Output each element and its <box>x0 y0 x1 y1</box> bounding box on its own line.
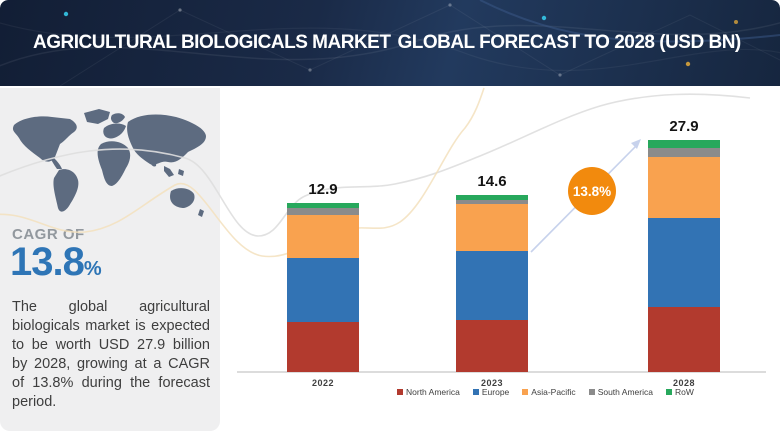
header: AGRICULTURAL BIOLOGICALS MARKET GLOBAL F… <box>0 0 780 86</box>
legend-swatch-row <box>665 389 672 395</box>
legend-label-europe: Europe <box>481 387 510 397</box>
market-summary-text: The global agricultural biologicals mark… <box>12 299 210 410</box>
growth-badge: 13.8% <box>568 167 616 215</box>
bar-chart: North America Europe Asia-Pacific South Ame… <box>220 86 780 438</box>
bar-segment-south-america-2023 <box>456 199 528 204</box>
bar-segment-europe-2023 <box>456 250 528 320</box>
world-map-icon <box>12 109 206 217</box>
cagr-value-group: 13.8% <box>10 240 102 285</box>
bar-segment-north-america-2028 <box>648 307 720 372</box>
legend-label-asia-pacific: Asia-Pacific <box>531 387 576 397</box>
network-pattern-decoration <box>0 0 780 86</box>
legend-swatch-south-america <box>588 389 595 395</box>
legend-item-south-america: South America <box>588 387 653 397</box>
x-axis-label-2022: 2022 <box>311 378 335 388</box>
bar-segment-europe-2022 <box>287 258 359 323</box>
bar-2022 <box>287 203 359 372</box>
growth-badge-text: 13.8% <box>572 183 612 199</box>
cagr-unit: % <box>83 258 102 280</box>
sidebar: CAGR OF 13.8% The global agricultural bi… <box>0 88 220 431</box>
page-title-market: AGRICULTURAL BIOLOGICALS MARKET <box>33 32 391 53</box>
bar-segment-row-2022 <box>287 203 359 209</box>
x-axis-line <box>237 371 766 373</box>
legend-swatch-europe <box>472 389 479 395</box>
bar-value-label-2022: 12.9 <box>308 181 338 198</box>
bar-segment-asia-pacific-2023 <box>456 203 528 251</box>
x-axis-label-2023: 2023 <box>480 378 504 388</box>
legend-swatch-asia-pacific <box>522 389 529 395</box>
legend-item-row: RoW <box>665 387 694 397</box>
x-axis-label-2028: 2028 <box>672 378 696 388</box>
legend-swatch-north-america <box>397 389 403 395</box>
bar-2028 <box>648 140 720 372</box>
legend-label-north-america: North America <box>406 387 460 397</box>
bar-value-label-2023: 14.6 <box>477 173 507 190</box>
legend: North America Europe Asia-Pacific South Ame… <box>397 387 694 397</box>
cagr-value: 13.8 <box>10 240 85 284</box>
legend-item-asia-pacific: Asia-Pacific <box>522 387 576 397</box>
bar-segment-row-2028 <box>648 140 720 149</box>
legend-item-europe: Europe <box>472 387 510 397</box>
bar-segment-south-america-2022 <box>287 208 359 215</box>
bar-2023 <box>456 195 528 372</box>
legend-label-row: RoW <box>674 387 694 397</box>
legend-label-south-america: South America <box>597 387 653 397</box>
bar-segment-north-america-2022 <box>287 322 359 372</box>
bar-value-label-2028: 27.9 <box>669 118 699 135</box>
bar-segment-asia-pacific-2028 <box>648 156 720 219</box>
bar-segment-asia-pacific-2022 <box>287 214 359 259</box>
page-title-forecast: GLOBAL FORECAST TO 2028 (USD BN) <box>397 32 741 53</box>
bar-segment-row-2023 <box>456 195 528 200</box>
bar-segment-north-america-2023 <box>456 319 528 372</box>
page-title: AGRICULTURAL BIOLOGICALS MARKET GLOBAL F… <box>33 0 741 86</box>
bar-segment-south-america-2028 <box>648 148 720 157</box>
bar-segment-europe-2028 <box>648 218 720 308</box>
legend-item-north-america: North America <box>397 387 460 397</box>
